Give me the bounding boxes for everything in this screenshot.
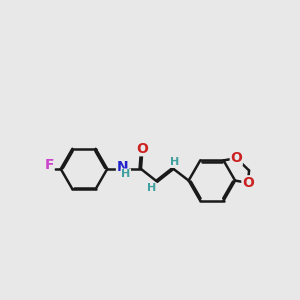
Text: N: N: [116, 160, 128, 174]
Text: H: H: [148, 183, 157, 193]
Text: O: O: [230, 151, 242, 165]
Text: H: H: [170, 158, 179, 167]
Text: O: O: [242, 176, 254, 190]
Text: O: O: [136, 142, 148, 156]
Text: F: F: [44, 158, 54, 172]
Text: H: H: [121, 169, 130, 179]
